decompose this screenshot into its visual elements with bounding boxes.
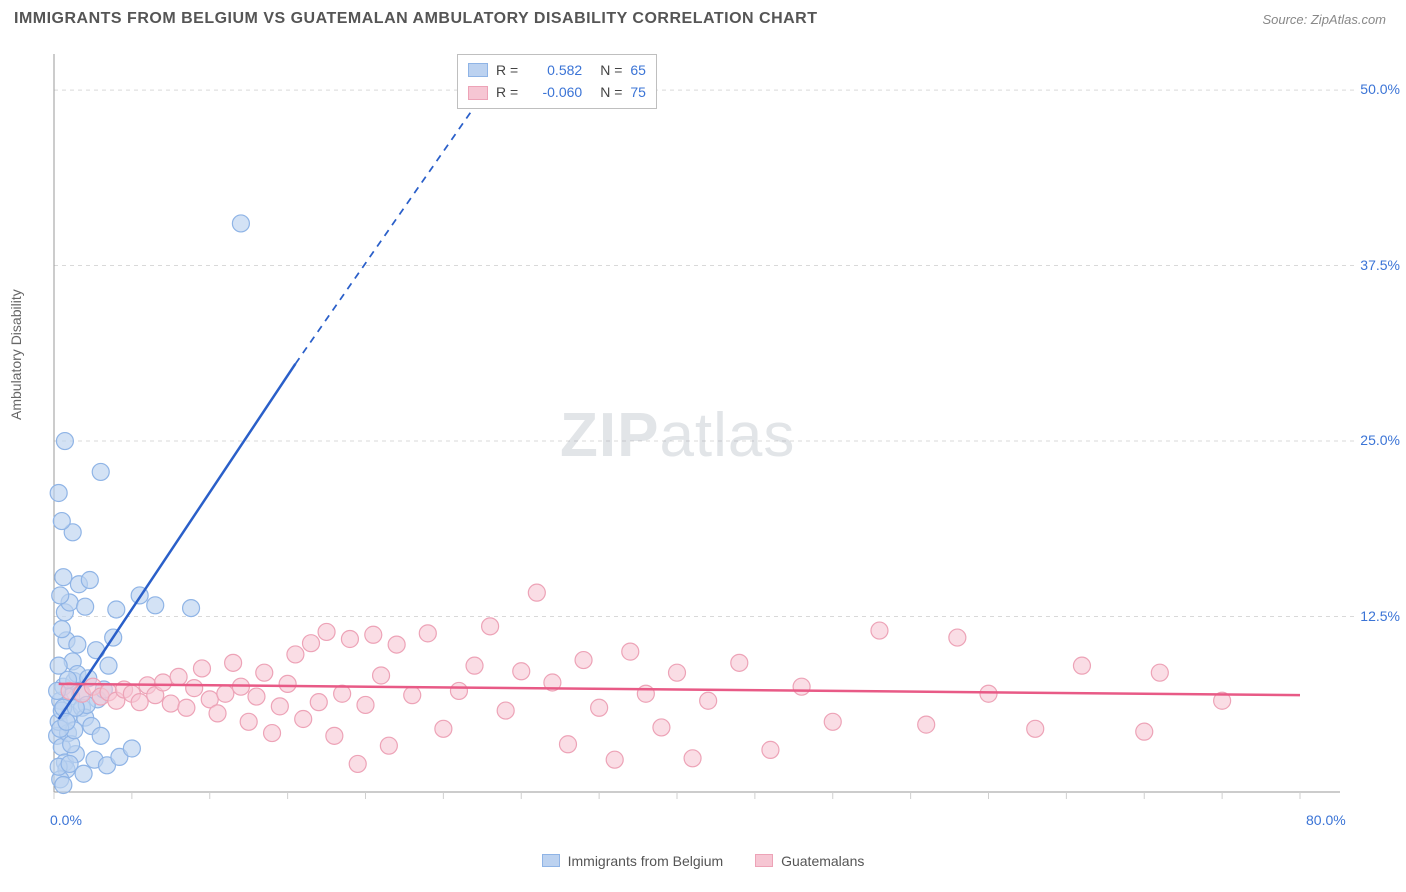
- source-label: Source: ZipAtlas.com: [1262, 12, 1386, 27]
- y-tick-label: 50.0%: [1360, 81, 1400, 97]
- x-tick-label-min: 0.0%: [50, 812, 82, 828]
- legend-row-guatemalans: R = -0.060 N = 75: [468, 81, 646, 103]
- y-tick-label: 37.5%: [1360, 257, 1400, 273]
- r-value-guatemalans: -0.060: [526, 81, 582, 103]
- legend-item-belgium: Immigrants from Belgium: [542, 853, 724, 869]
- legend-row-belgium: R = 0.582 N = 65: [468, 59, 646, 81]
- r-value-belgium: 0.582: [526, 59, 582, 81]
- y-tick-label: 12.5%: [1360, 608, 1400, 624]
- y-axis-label: Ambulatory Disability: [8, 289, 24, 420]
- scatter-chart: [48, 48, 1358, 838]
- correlation-legend: R = 0.582 N = 65 R = -0.060 N = 75: [457, 54, 657, 109]
- swatch-belgium: [542, 854, 560, 867]
- title-bar: IMMIGRANTS FROM BELGIUM VS GUATEMALAN AM…: [0, 0, 1406, 34]
- y-tick-label: 25.0%: [1360, 432, 1400, 448]
- series-legend: Immigrants from Belgium Guatemalans: [0, 853, 1406, 871]
- r-label: R =: [496, 59, 518, 81]
- legend-label-guatemalans: Guatemalans: [781, 853, 864, 869]
- n-label: N =: [600, 59, 622, 81]
- n-value-guatemalans: 75: [630, 81, 646, 103]
- swatch-guatemalans: [468, 86, 488, 100]
- x-tick-label-max: 80.0%: [1306, 812, 1346, 828]
- r-label: R =: [496, 81, 518, 103]
- n-value-belgium: 65: [630, 59, 646, 81]
- swatch-guatemalans: [755, 854, 773, 867]
- chart-area: [48, 48, 1358, 838]
- chart-title: IMMIGRANTS FROM BELGIUM VS GUATEMALAN AM…: [14, 10, 818, 28]
- legend-label-belgium: Immigrants from Belgium: [568, 853, 724, 869]
- swatch-belgium: [468, 63, 488, 77]
- legend-item-guatemalans: Guatemalans: [755, 853, 864, 869]
- n-label: N =: [600, 81, 622, 103]
